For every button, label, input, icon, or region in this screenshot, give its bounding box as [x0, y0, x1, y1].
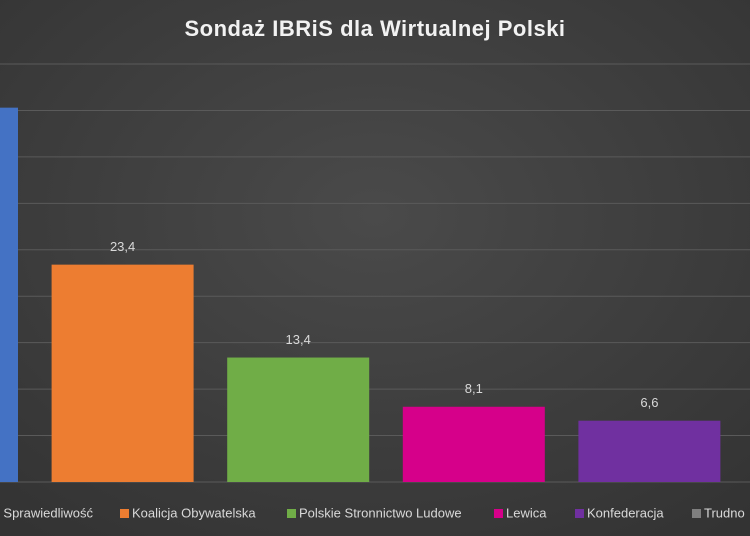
- bar: [578, 420, 721, 482]
- legend-label: Koalicja Obywatelska: [132, 505, 256, 520]
- legend-swatch: [692, 509, 701, 518]
- legend-swatch: [575, 509, 584, 518]
- chart-title: Sondaż IBRiS dla Wirtualnej Polski: [184, 16, 565, 41]
- legend-label: Lewica: [506, 505, 547, 520]
- legend-swatch: [287, 509, 296, 518]
- legend-label: Sprawiedliwość: [3, 505, 93, 520]
- legend-swatch: [494, 509, 503, 518]
- bar: [402, 406, 545, 482]
- legend-label: Trudno: [704, 505, 745, 520]
- legend-swatch: [120, 509, 129, 518]
- legend-label: Konfederacja: [587, 505, 664, 520]
- value-label: 8,1: [465, 381, 483, 396]
- value-label: 23,4: [110, 239, 135, 254]
- bar: [51, 264, 194, 482]
- bar: [227, 357, 370, 482]
- value-label: 13,4: [286, 332, 311, 347]
- bar: [0, 107, 18, 482]
- value-label: 6,6: [640, 395, 658, 410]
- legend-label: Polskie Stronnictwo Ludowe: [299, 505, 462, 520]
